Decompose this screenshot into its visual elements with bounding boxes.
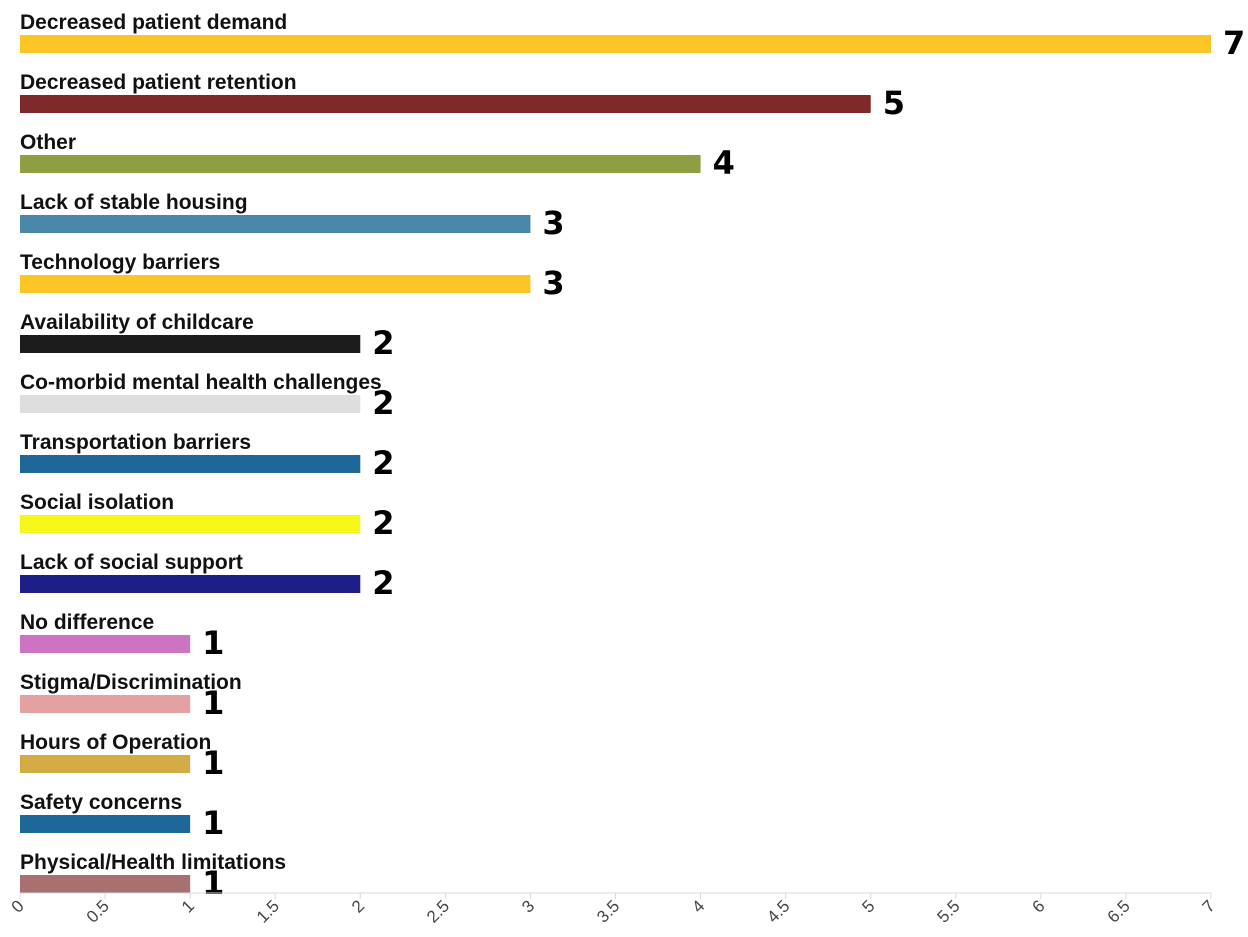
bar-safety-concerns xyxy=(20,815,191,833)
category-label-no-difference: No difference xyxy=(20,611,154,634)
value-label-availability-of-childcare: 2 xyxy=(372,324,394,362)
x-tick-label: 0 xyxy=(8,896,28,916)
value-label-decreased-patient-demand: 7 xyxy=(1223,24,1245,62)
bar-decreased-patient-retention xyxy=(20,95,871,113)
x-tick-label: 7 xyxy=(1199,896,1219,916)
x-tick-label: 2 xyxy=(348,896,368,916)
value-label-lack-of-stable-housing: 3 xyxy=(542,204,564,242)
bars-layer: Decreased patient demand 7 Decreased patie… xyxy=(20,11,1245,902)
value-label-technology-barriers: 3 xyxy=(542,264,564,302)
value-label-social-isolation: 2 xyxy=(372,504,394,542)
value-label-other: 4 xyxy=(713,144,735,182)
category-label-safety-concerns: Safety concerns xyxy=(20,791,182,814)
category-label-hours-of-operation: Hours of Operation xyxy=(20,731,211,754)
value-label-safety-concerns: 1 xyxy=(202,804,224,842)
category-label-technology-barriers: Technology barriers xyxy=(20,251,220,274)
bar-lack-of-social-support xyxy=(20,575,361,593)
value-label-co-morbid-mental-health-challenges: 2 xyxy=(372,384,394,422)
x-tick-label: 6.5 xyxy=(1104,896,1134,926)
x-tick-label: 0.5 xyxy=(83,896,113,926)
category-label-lack-of-stable-housing: Lack of stable housing xyxy=(20,191,248,214)
category-label-transportation-barriers: Transportation barriers xyxy=(20,431,251,454)
category-label-social-isolation: Social isolation xyxy=(20,491,174,514)
bar-physical-health-limitations xyxy=(20,875,191,893)
bar-other xyxy=(20,155,701,173)
bar-hours-of-operation xyxy=(20,755,191,773)
x-axis: 0 0.5 1 1.5 2 2.5 3 3.5 4 4.5 5 5.5 6 6.5 7 xyxy=(8,892,1219,927)
value-label-decreased-patient-retention: 5 xyxy=(883,84,905,122)
value-label-transportation-barriers: 2 xyxy=(372,444,394,482)
value-label-lack-of-social-support: 2 xyxy=(372,564,394,602)
bar-social-isolation xyxy=(20,515,361,533)
category-label-decreased-patient-retention: Decreased patient retention xyxy=(20,71,297,94)
x-tick-label: 4.5 xyxy=(763,896,793,926)
bar-stigma-discrimination xyxy=(20,695,191,713)
category-label-stigma-discrimination: Stigma/Discrimination xyxy=(20,671,242,694)
bar-no-difference xyxy=(20,635,191,653)
value-label-no-difference: 1 xyxy=(202,624,224,662)
x-tick-label: 6 xyxy=(1029,896,1049,916)
category-label-other: Other xyxy=(20,131,76,154)
x-tick-label: 5.5 xyxy=(933,896,963,926)
bar-technology-barriers xyxy=(20,275,531,293)
category-label-physical-health-limitations: Physical/Health limitations xyxy=(20,851,286,874)
x-tick-label: 2.5 xyxy=(423,896,453,926)
x-tick-label: 1 xyxy=(178,896,198,916)
x-tick-label: 1.5 xyxy=(253,896,283,926)
bar-availability-of-childcare xyxy=(20,335,361,353)
x-tick-label: 4 xyxy=(688,896,708,916)
category-label-availability-of-childcare: Availability of childcare xyxy=(20,311,254,334)
category-label-co-morbid-mental-health-challenges: Co-morbid mental health challenges xyxy=(20,371,382,394)
value-label-stigma-discrimination: 1 xyxy=(202,684,224,722)
category-label-lack-of-social-support: Lack of social support xyxy=(20,551,243,574)
x-tick-label: 5 xyxy=(858,896,878,916)
category-label-decreased-patient-demand: Decreased patient demand xyxy=(20,11,287,34)
x-tick-label: 3 xyxy=(518,896,538,916)
x-tick-label: 3.5 xyxy=(593,896,623,926)
bar-lack-of-stable-housing xyxy=(20,215,531,233)
value-label-physical-health-limitations: 1 xyxy=(202,864,224,902)
bar-transportation-barriers xyxy=(20,455,361,473)
bar-decreased-patient-demand xyxy=(20,35,1211,53)
bar-co-morbid-mental-health-challenges xyxy=(20,395,361,413)
value-label-hours-of-operation: 1 xyxy=(202,744,224,782)
